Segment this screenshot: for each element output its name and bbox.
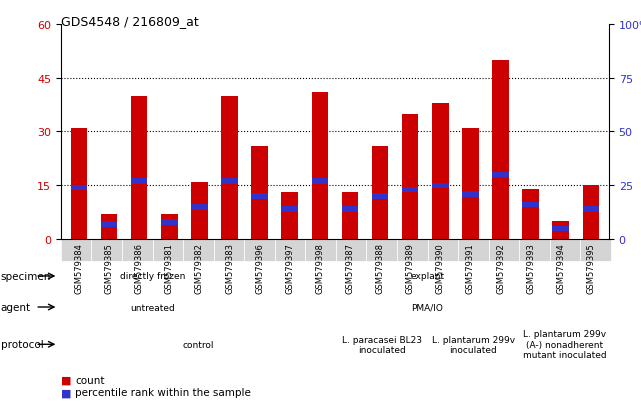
Text: directly frozen: directly frozen xyxy=(120,272,185,281)
Bar xyxy=(71,128,87,240)
Bar xyxy=(583,207,599,212)
Bar xyxy=(221,96,238,240)
Bar xyxy=(432,183,449,188)
Text: GDS4548 / 216809_at: GDS4548 / 216809_at xyxy=(61,15,199,28)
Bar xyxy=(251,147,268,240)
Text: PMA/IO: PMA/IO xyxy=(412,303,444,312)
Text: protocol: protocol xyxy=(1,339,44,349)
Bar xyxy=(342,193,358,240)
Text: untreated: untreated xyxy=(130,303,175,312)
Bar xyxy=(553,226,569,231)
Text: count: count xyxy=(75,375,104,385)
Bar xyxy=(522,202,539,208)
Bar xyxy=(312,179,328,184)
Bar xyxy=(312,93,328,240)
Bar xyxy=(462,128,479,240)
Text: explant: explant xyxy=(410,272,445,281)
Text: L. plantarum 299v
inoculated: L. plantarum 299v inoculated xyxy=(432,335,515,354)
Bar xyxy=(342,207,358,212)
Bar xyxy=(101,222,117,227)
Text: L. plantarum 299v
(A-) nonadherent
mutant inoculated: L. plantarum 299v (A-) nonadherent mutan… xyxy=(523,330,607,359)
Bar xyxy=(583,186,599,240)
Bar xyxy=(161,214,178,240)
Bar xyxy=(161,220,178,225)
Text: specimen: specimen xyxy=(1,271,51,281)
Bar xyxy=(191,182,208,240)
Bar xyxy=(71,185,87,191)
Text: control: control xyxy=(183,340,214,349)
Bar xyxy=(522,190,539,240)
Bar xyxy=(131,96,147,240)
Bar xyxy=(372,147,388,240)
Bar xyxy=(251,194,268,199)
Bar xyxy=(432,104,449,240)
Bar xyxy=(281,193,298,240)
Text: ■: ■ xyxy=(61,387,71,397)
Bar xyxy=(402,188,419,193)
Bar xyxy=(372,194,388,199)
Bar xyxy=(553,222,569,240)
Bar xyxy=(281,207,298,212)
Bar xyxy=(492,173,509,178)
Bar xyxy=(101,214,117,240)
Bar xyxy=(221,179,238,184)
Bar xyxy=(191,205,208,210)
Bar xyxy=(402,114,419,240)
Text: agent: agent xyxy=(1,302,31,312)
Text: L. paracasei BL23
inoculated: L. paracasei BL23 inoculated xyxy=(342,335,422,354)
Text: ■: ■ xyxy=(61,375,71,385)
Bar xyxy=(492,61,509,240)
Bar xyxy=(131,179,147,184)
Bar xyxy=(462,192,479,197)
Text: percentile rank within the sample: percentile rank within the sample xyxy=(75,387,251,397)
